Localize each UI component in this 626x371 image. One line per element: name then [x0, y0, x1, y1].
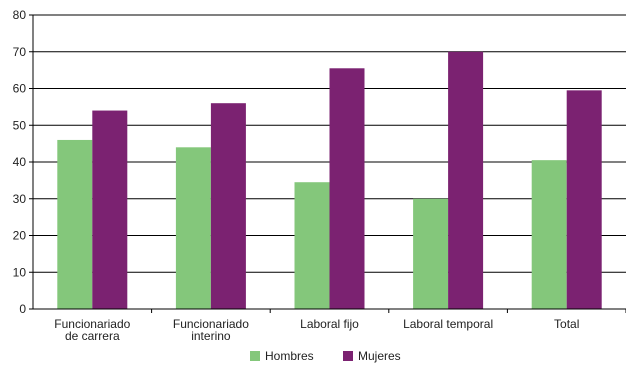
y-tick-label: 20	[13, 229, 27, 243]
legend: Hombres Mujeres	[250, 349, 401, 363]
legend-label-mujeres: Mujeres	[358, 349, 401, 363]
x-category-label: interino	[191, 329, 231, 343]
bar-hombres-3	[413, 198, 449, 309]
bar-mujeres-4	[566, 90, 602, 310]
bar-hombres-0	[57, 139, 93, 309]
y-axis-ticks: 0 10 20 30 40 50 60 70 80	[13, 8, 33, 316]
bar-hombres-4	[531, 160, 567, 309]
y-tick-label: 30	[13, 192, 27, 206]
y-tick-label: 50	[13, 118, 27, 132]
y-tick-label: 80	[13, 8, 27, 22]
y-tick-label: 40	[13, 155, 27, 169]
y-tick-label: 70	[13, 45, 27, 59]
x-category-label: Funcionariado	[173, 317, 249, 331]
legend-swatch-hombres	[250, 351, 260, 361]
legend-swatch-mujeres	[343, 351, 353, 361]
y-tick-label: 10	[13, 265, 27, 279]
bar-hombres-2	[294, 182, 330, 309]
bar-mujeres-1	[210, 103, 246, 309]
bar-mujeres-0	[92, 110, 128, 309]
legend-label-hombres: Hombres	[265, 349, 314, 363]
bars	[57, 51, 602, 310]
y-tick-label: 0	[19, 302, 26, 316]
x-category-label: Funcionariado	[54, 317, 130, 331]
x-category-label: de carrera	[65, 329, 120, 343]
bar-mujeres-2	[329, 68, 365, 309]
bar-mujeres-3	[448, 51, 484, 309]
x-category-label: Total	[554, 317, 579, 331]
y-tick-label: 60	[13, 82, 27, 96]
x-category-label: Laboral fijo	[300, 317, 359, 331]
x-category-label: Laboral temporal	[403, 317, 493, 331]
bar-hombres-1	[175, 147, 211, 309]
